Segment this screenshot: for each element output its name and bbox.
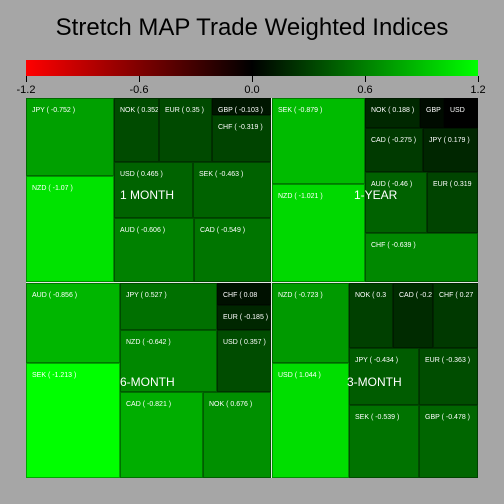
- cell-label: JPY ( -0.434 ): [355, 357, 399, 364]
- cell-label: NOK ( 0.352: [120, 107, 159, 114]
- scale-tick-mark: [138, 76, 140, 82]
- scale-tick-label: 1.2: [470, 84, 486, 96]
- treemap-cell: AUD ( -0.606 ): [114, 218, 194, 282]
- treemap-cell: CHF ( -0.319 ): [212, 115, 271, 162]
- cell-label: USD ( 1.044 ): [278, 372, 321, 379]
- treemap-cell: CAD ( -0.275 ): [365, 128, 423, 172]
- treemap-cell: NOK ( 0.676 ): [203, 392, 271, 478]
- treemap-cell: NZD ( -0.723 ): [272, 283, 349, 363]
- treemap-cell: USD ( 1.044 ): [272, 363, 349, 478]
- scale-tick-mark: [251, 76, 253, 82]
- cell-label: NZD ( -0.723 ): [278, 292, 323, 299]
- treemap: JPY ( -0.752 ) NZD ( -1.07 ) NOK ( 0.352 EU…: [26, 98, 478, 478]
- scale-tick-label: -0.6: [129, 84, 149, 96]
- cell-label: CHF ( 0.27: [439, 292, 474, 299]
- cell-label: SEK ( -1.213 ): [32, 372, 77, 379]
- treemap-cell: GBP: [420, 98, 444, 128]
- cell-label: JPY ( 0.179 ): [429, 137, 470, 144]
- scale-tick-mark: [25, 76, 27, 82]
- treemap-cell: CAD ( -0.821 ): [120, 392, 203, 478]
- cell-label: NOK ( 0.188 ): [371, 107, 415, 114]
- cell-label: AUD ( -0.606 ): [120, 227, 166, 234]
- color-scale-bar: [26, 60, 478, 76]
- treemap-cell: SEK ( -1.213 ): [26, 363, 120, 478]
- cell-label: NZD ( -1.021 ): [278, 193, 323, 200]
- cell-label: CHF ( -0.319 ): [218, 124, 263, 131]
- treemap-cell: EUR ( 0.319: [427, 172, 478, 233]
- scale-tick-label: 0.0: [244, 84, 260, 96]
- cell-label: CAD ( -0.549 ): [200, 227, 246, 234]
- chart-title: Stretch MAP Trade Weighted Indices: [55, 14, 449, 41]
- cell-label: CAD ( -0.821 ): [126, 401, 172, 408]
- cell-label: EUR ( -0.363 ): [425, 357, 471, 364]
- panel-label: 6-MONTH: [120, 375, 175, 389]
- panel-divider: [26, 282, 478, 283]
- cell-label: NOK ( 0.3: [355, 292, 387, 299]
- treemap-cell: GBP ( -0.478 ): [419, 405, 478, 478]
- treemap-cell: NOK ( 0.3: [349, 283, 393, 348]
- cell-label: GBP ( -0.103 ): [218, 107, 264, 114]
- treemap-cell: NZD ( -1.07 ): [26, 176, 114, 282]
- cell-label: SEK ( -0.539 ): [355, 414, 400, 421]
- cell-label: JPY ( -0.752 ): [32, 107, 76, 114]
- treemap-cell: GBP ( -0.103 ): [212, 98, 271, 115]
- treemap-cell: JPY ( 0.527 ): [120, 283, 217, 330]
- cell-label: JPY ( 0.527 ): [126, 292, 167, 299]
- scale-tick-label: -1.2: [16, 84, 36, 96]
- treemap-cell: SEK ( -0.539 ): [349, 405, 419, 478]
- cell-label: NZD ( -0.642 ): [126, 339, 171, 346]
- treemap-cell: CAD ( -0.549 ): [194, 218, 271, 282]
- cell-label: USD ( 0.465 ): [120, 171, 163, 178]
- cell-label: NZD ( -1.07 ): [32, 185, 73, 192]
- cell-label: CAD ( -0.275 ): [371, 137, 417, 144]
- cell-label: AUD ( -0.856 ): [32, 292, 78, 299]
- panel-label: 1-YEAR: [354, 188, 398, 202]
- cell-label: USD ( 0.357 ): [223, 339, 266, 346]
- treemap-cell: AUD ( -0.856 ): [26, 283, 120, 363]
- treemap-cell: EUR ( 0.35 ): [159, 98, 212, 162]
- cell-label: GBP: [426, 107, 441, 114]
- treemap-cell: CAD ( -0.2: [393, 283, 433, 348]
- treemap-cell: JPY ( -0.434 ): [349, 348, 419, 405]
- cell-label: USD: [450, 107, 465, 114]
- treemap-cell: CHF ( 0.08: [217, 283, 271, 305]
- cell-label: SEK ( -0.463 ): [199, 171, 244, 178]
- panel-divider: [271, 98, 272, 478]
- cell-label: NOK ( 0.676 ): [209, 401, 253, 408]
- treemap-cell: NZD ( -1.021 ): [272, 184, 365, 282]
- treemap-cell: CHF ( -0.639 ): [365, 233, 478, 282]
- cell-label: SEK ( -0.879 ): [278, 107, 323, 114]
- cell-label: CHF ( 0.08: [223, 292, 258, 299]
- panel-label: 1 MONTH: [120, 188, 174, 202]
- cell-label: EUR ( 0.35 ): [165, 107, 204, 114]
- treemap-cell: USD: [444, 98, 478, 128]
- treemap-cell: EUR ( -0.185 ): [217, 305, 271, 330]
- treemap-cell: USD ( 0.465 ): [114, 162, 193, 218]
- cell-label: EUR ( 0.319: [433, 181, 472, 188]
- scale-tick-mark: [364, 76, 366, 82]
- scale-tick-label: 0.6: [357, 84, 373, 96]
- cell-label: EUR ( -0.185 ): [223, 314, 269, 321]
- panel-label: 3-MONTH: [347, 375, 402, 389]
- treemap-cell: NOK ( 0.188 ): [365, 98, 420, 128]
- treemap-cell: USD ( 0.357 ): [217, 330, 271, 392]
- treemap-cell: NOK ( 0.352: [114, 98, 159, 162]
- treemap-cell: SEK ( -0.463 ): [193, 162, 271, 218]
- cell-label: CAD ( -0.2: [399, 292, 433, 299]
- treemap-cell: CHF ( 0.27: [433, 283, 478, 348]
- cell-label: GBP ( -0.478 ): [425, 414, 471, 421]
- treemap-cell: NZD ( -0.642 ): [120, 330, 217, 392]
- treemap-cell: EUR ( -0.363 ): [419, 348, 478, 405]
- treemap-cell: JPY ( -0.752 ): [26, 98, 114, 176]
- treemap-cell: AUD ( -0.46 ): [365, 172, 427, 233]
- treemap-cell: JPY ( 0.179 ): [423, 128, 478, 172]
- cell-label: CHF ( -0.639 ): [371, 242, 416, 249]
- scale-tick-mark: [477, 76, 479, 82]
- treemap-cell: SEK ( -0.879 ): [272, 98, 365, 184]
- cell-label: AUD ( -0.46 ): [371, 181, 413, 188]
